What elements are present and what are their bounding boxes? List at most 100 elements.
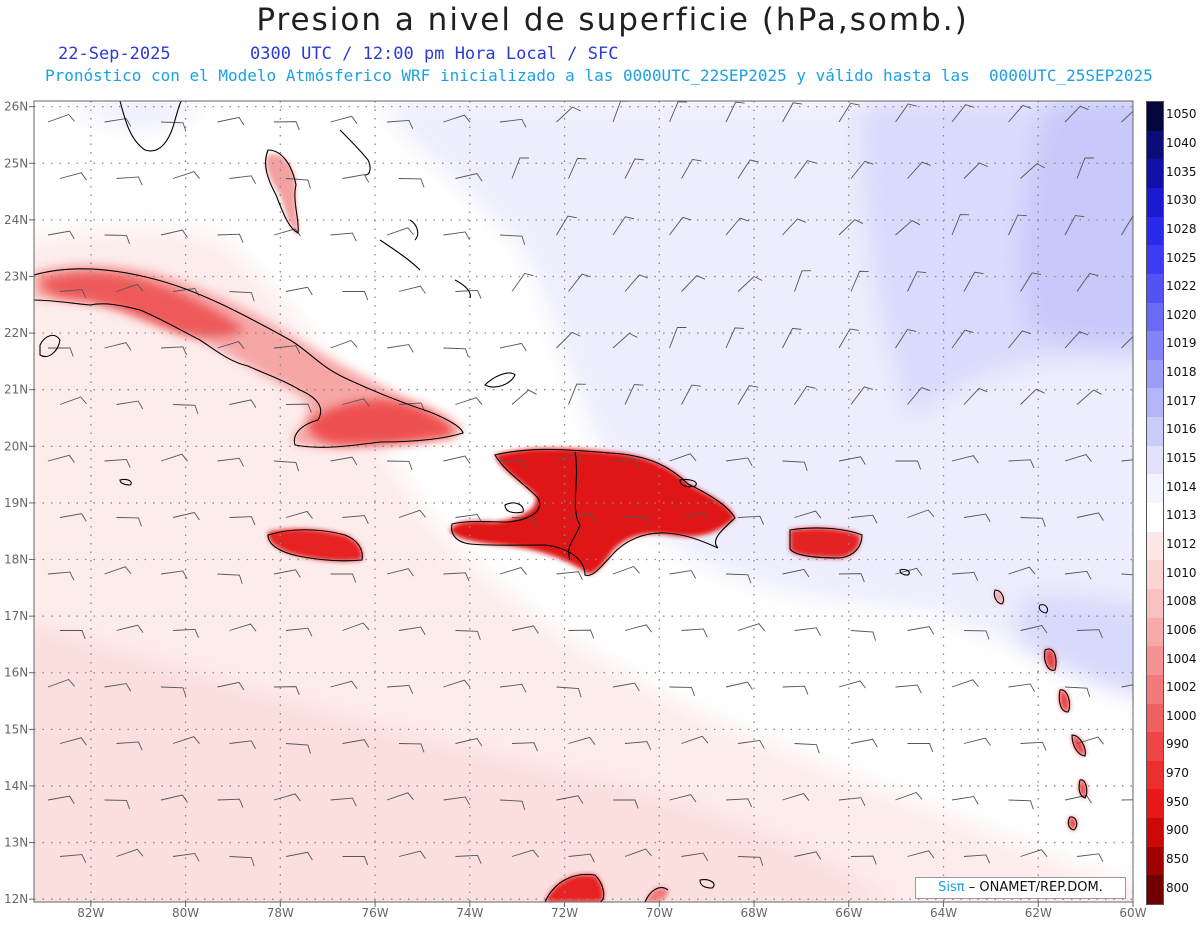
wind-barb [443, 572, 470, 582]
wind-barb [612, 682, 640, 692]
wind-barb [443, 679, 471, 688]
colorbar-segment [1147, 159, 1163, 189]
latitude-labels: 26N 25N 24N 23N 22N 21N 20N 19N 18N 17N 16N 15N 14N 1… [4, 100, 34, 906]
wind-barb [1008, 683, 1036, 693]
colorbar-label: 1013 [1166, 508, 1197, 523]
lat-label: 16N [4, 666, 28, 680]
wind-barb [455, 397, 483, 406]
wind-barb [217, 457, 244, 467]
colorbar-label: 1004 [1166, 651, 1197, 666]
wind-barbs [47, 101, 1133, 867]
wind-barb [1020, 163, 1046, 179]
colorbar-label: 1035 [1166, 164, 1197, 179]
wind-barb [963, 854, 991, 864]
wind-barb [499, 342, 527, 352]
wind-barb [737, 856, 764, 866]
wind-barb [1064, 686, 1091, 697]
lat-label: 24N [4, 213, 28, 227]
wind-barb [1020, 741, 1047, 751]
wind-barb [229, 740, 256, 749]
wind-barb [217, 681, 245, 691]
wind-barb [160, 229, 188, 238]
colorbar-segment [1147, 846, 1163, 876]
wind-barb [951, 796, 979, 805]
wind-barb [59, 854, 87, 863]
wind-barb [725, 327, 744, 349]
wind-barb [895, 329, 917, 349]
wind-barb [794, 627, 821, 636]
wind-barb [1076, 853, 1104, 862]
wind-barb [838, 328, 859, 349]
wind-barb [850, 855, 877, 865]
wind-barb [1064, 105, 1089, 123]
wind-barb [907, 387, 931, 405]
wind-barb [455, 854, 482, 864]
wind-barb [273, 121, 300, 131]
wind-barb [725, 681, 753, 690]
wind-barb [895, 791, 923, 801]
wind-barb [342, 515, 369, 524]
wind-barb [172, 852, 200, 862]
wind-barb [273, 569, 301, 578]
colorbar-segment [1147, 674, 1163, 704]
lon-label: 66W [835, 906, 862, 920]
wind-barb [386, 792, 414, 801]
wind-barb [285, 743, 311, 754]
wind-barb [1121, 335, 1133, 349]
wind-barb [1076, 389, 1102, 405]
wind-barb [455, 738, 483, 747]
wind-barb [398, 626, 426, 636]
lat-label: 15N [4, 722, 28, 736]
wind-barb [794, 270, 812, 292]
wind-barb [342, 291, 369, 301]
colorbar-label: 1050 [1166, 107, 1197, 122]
colorbar-segment [1147, 789, 1163, 819]
colorbar-segment [1147, 102, 1163, 132]
wind-barb [782, 460, 808, 471]
lon-label: 78W [267, 906, 294, 920]
wind-barb [850, 160, 874, 179]
wind-barb [782, 327, 802, 349]
lat-label: 23N [4, 269, 28, 283]
wind-barb [104, 683, 132, 692]
wind-barb [104, 342, 132, 351]
wind-barb [895, 684, 922, 694]
wind-barb [1064, 331, 1089, 349]
wind-barb [1064, 570, 1092, 580]
wind-barb [907, 161, 931, 179]
wind-barb [172, 628, 200, 638]
wind-barb [556, 106, 581, 123]
wind-barb [669, 216, 692, 236]
colorbar-segment [1147, 359, 1163, 389]
wind-barb [907, 626, 935, 635]
colorbar-segment [1147, 187, 1163, 218]
wind-barb [386, 460, 413, 471]
wind-barb [951, 214, 970, 236]
wind-barb [681, 384, 701, 405]
wind-barb [116, 624, 144, 633]
wind-barb [737, 515, 765, 525]
wind-barb [737, 385, 759, 405]
wind-barb [59, 513, 87, 522]
wind-barb [229, 175, 256, 184]
colorbar-segment [1147, 617, 1163, 647]
wind-barb [1008, 104, 1032, 123]
wind-barb [330, 232, 357, 242]
wind-barb [511, 389, 537, 405]
wind-barb [556, 571, 583, 580]
wind-barb [1020, 625, 1048, 634]
wind-barb [285, 627, 313, 637]
colorbar-label: 950 [1166, 794, 1189, 809]
valid-time: 0300 UTC / 12:00 pm Hora Local / SFC [250, 44, 619, 64]
wind-barb [907, 271, 927, 292]
wind-barb [229, 856, 255, 867]
lat-label: 22N [4, 326, 28, 340]
wind-barb [612, 458, 640, 468]
colorbar-segment [1147, 503, 1163, 533]
wind-barb [737, 275, 763, 292]
wind-barb [850, 514, 878, 524]
colorbar-label: 1028 [1166, 221, 1197, 236]
wind-barb [725, 573, 752, 584]
wind-barb [104, 118, 132, 127]
